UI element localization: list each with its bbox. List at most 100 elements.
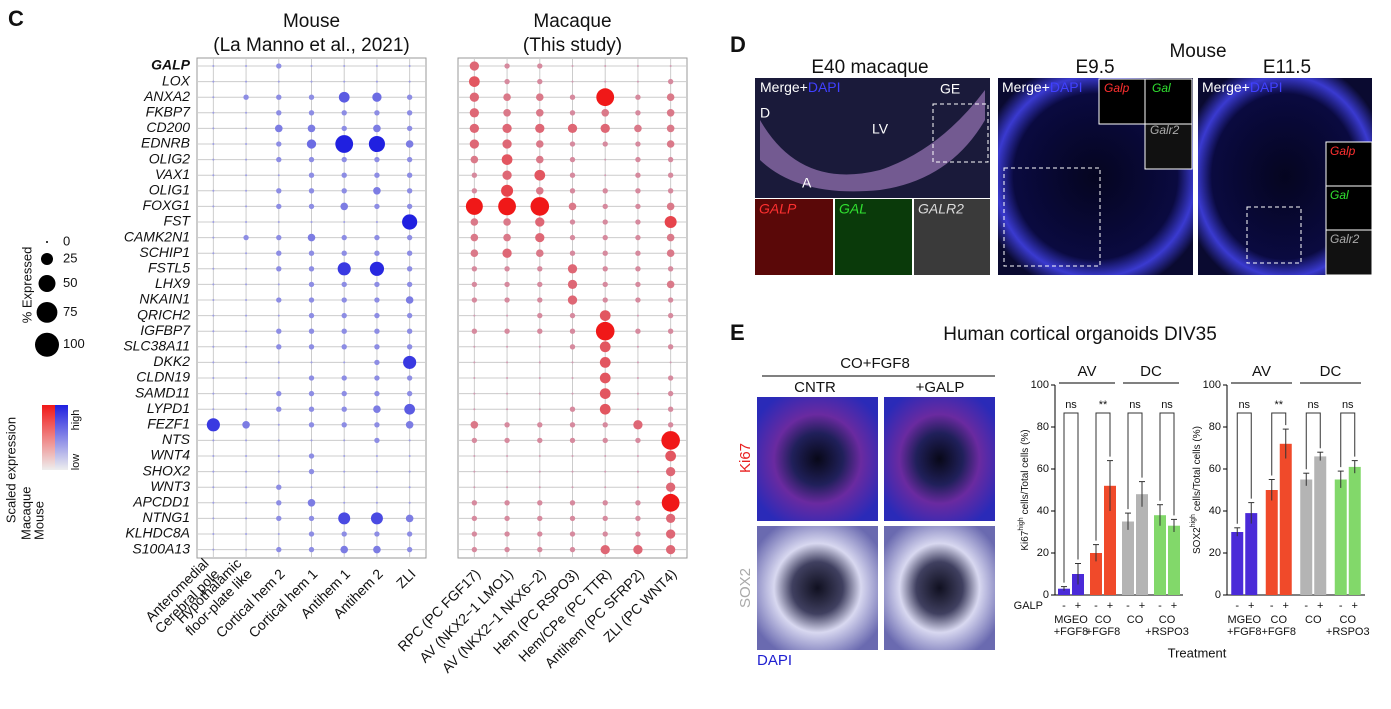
- dot: [469, 123, 480, 134]
- dot: [567, 295, 578, 305]
- significance-bracket: [1271, 412, 1287, 476]
- dot: [308, 546, 315, 553]
- dot: [212, 470, 215, 473]
- dot: [636, 345, 639, 348]
- label: Galp: [1330, 144, 1356, 158]
- label-part: SOX2: [1192, 527, 1203, 554]
- label: CO+FGF8: [840, 355, 910, 372]
- dot: [212, 189, 215, 192]
- group-name: CO: [1305, 614, 1322, 626]
- dot: [308, 422, 315, 428]
- dot: [535, 217, 545, 227]
- dot: [242, 421, 250, 429]
- dot: [666, 202, 675, 211]
- dot: [604, 65, 607, 67]
- dot: [408, 65, 411, 67]
- dot: [569, 234, 576, 241]
- dot: [277, 314, 280, 317]
- dot: [470, 249, 479, 257]
- dot: [343, 501, 346, 504]
- dot: [406, 172, 413, 178]
- legend-dot: [36, 301, 58, 323]
- legend-label: Macaque: [18, 487, 33, 540]
- dot: [604, 470, 607, 473]
- dot: [666, 109, 675, 117]
- dot: [308, 328, 315, 334]
- dot: [471, 172, 478, 178]
- dot: [569, 219, 576, 225]
- dot: [635, 188, 641, 194]
- dot: [604, 455, 607, 457]
- dot: [537, 546, 543, 553]
- gene-label: GALP: [151, 57, 191, 73]
- dot: [506, 345, 509, 348]
- dot: [276, 110, 282, 116]
- dot: [469, 139, 480, 149]
- dot: [245, 392, 248, 395]
- dot: [408, 470, 411, 473]
- dot: [276, 188, 282, 194]
- dot: [471, 546, 478, 553]
- dot: [504, 546, 510, 553]
- dot: [506, 470, 509, 473]
- y-axis-label: Ki67high cells/Total cells (%): [1018, 429, 1030, 550]
- dot: [636, 314, 639, 317]
- dot: [635, 94, 641, 100]
- dot: [343, 470, 346, 473]
- dot: [571, 455, 574, 457]
- row-label: SOX2: [737, 568, 754, 608]
- bar: [1231, 532, 1244, 595]
- colorbar: [55, 405, 68, 470]
- group-name: +FGF8: [1261, 626, 1296, 638]
- gene-label: OLIG1: [149, 182, 190, 198]
- dot: [537, 531, 543, 537]
- bracket-label: AV: [1252, 363, 1271, 380]
- dot: [406, 188, 413, 194]
- dot: [277, 455, 280, 457]
- dot: [635, 266, 641, 272]
- legend-dot: [41, 253, 53, 265]
- dot: [337, 262, 351, 276]
- dot: [374, 156, 380, 163]
- tissue: [760, 90, 985, 192]
- bar: [1154, 515, 1166, 595]
- legend-dot: [38, 275, 56, 292]
- legend-dot: [35, 332, 59, 357]
- dot: [308, 312, 315, 319]
- dot: [306, 139, 317, 149]
- dot: [308, 453, 315, 459]
- dot: [636, 408, 639, 411]
- bar: [1104, 485, 1116, 595]
- dot: [245, 221, 248, 223]
- dot: [406, 390, 413, 397]
- dot: [661, 431, 680, 450]
- dot: [310, 486, 313, 489]
- chart-title: Mouse: [283, 11, 340, 32]
- dot: [245, 80, 248, 83]
- dot: [374, 203, 380, 210]
- dot: [406, 203, 413, 210]
- dot: [276, 203, 282, 210]
- dot: [595, 321, 615, 341]
- group-name: MGEO: [1054, 614, 1088, 626]
- dot: [212, 455, 215, 457]
- dot: [599, 388, 611, 399]
- dot: [276, 406, 282, 412]
- dot: [212, 392, 215, 395]
- legend-label: 75: [63, 304, 77, 319]
- group-name: CO: [1127, 614, 1144, 626]
- dot: [406, 156, 413, 163]
- bar: [1090, 553, 1102, 595]
- dot: [341, 110, 347, 116]
- dot: [470, 218, 479, 226]
- dot: [212, 486, 215, 489]
- label-part: Ki67: [1020, 530, 1031, 550]
- label: Galp: [1104, 81, 1130, 95]
- dot: [602, 234, 608, 241]
- dot: [276, 500, 282, 506]
- dot: [503, 93, 511, 101]
- dot: [471, 297, 478, 303]
- dot: [567, 123, 578, 134]
- panel-d: Mouse E40 macaque E9.5 E11.5 Merge+DAPI …: [755, 41, 1373, 276]
- dot: [669, 65, 672, 67]
